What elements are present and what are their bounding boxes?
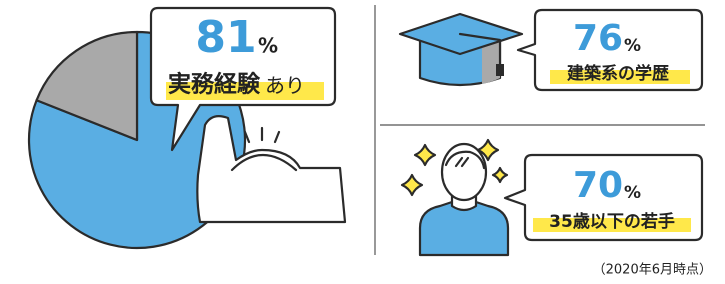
hand [197, 116, 345, 222]
stat-number: 70 [573, 165, 623, 206]
stat-label-suffix: あり [265, 74, 305, 98]
footnote: （2020年6月時点） [593, 263, 712, 278]
stat-number: 76 [573, 18, 623, 59]
stat-label: 実務経験 [168, 71, 261, 98]
infographic: 81 % 実務経験 あり 76 % 建築系の学歴 70 % 35歳以下の若手 （… [0, 0, 725, 284]
stat-unit: % [624, 36, 641, 56]
stat-unit: % [624, 183, 641, 203]
shine [245, 128, 279, 142]
stat-label: 建築系の学歴 [567, 63, 669, 84]
stat-number: 81 [195, 12, 256, 63]
stat-label: 35歳以下の若手 [549, 211, 675, 232]
tassel-end [496, 64, 504, 76]
stat-unit: % [258, 34, 278, 58]
